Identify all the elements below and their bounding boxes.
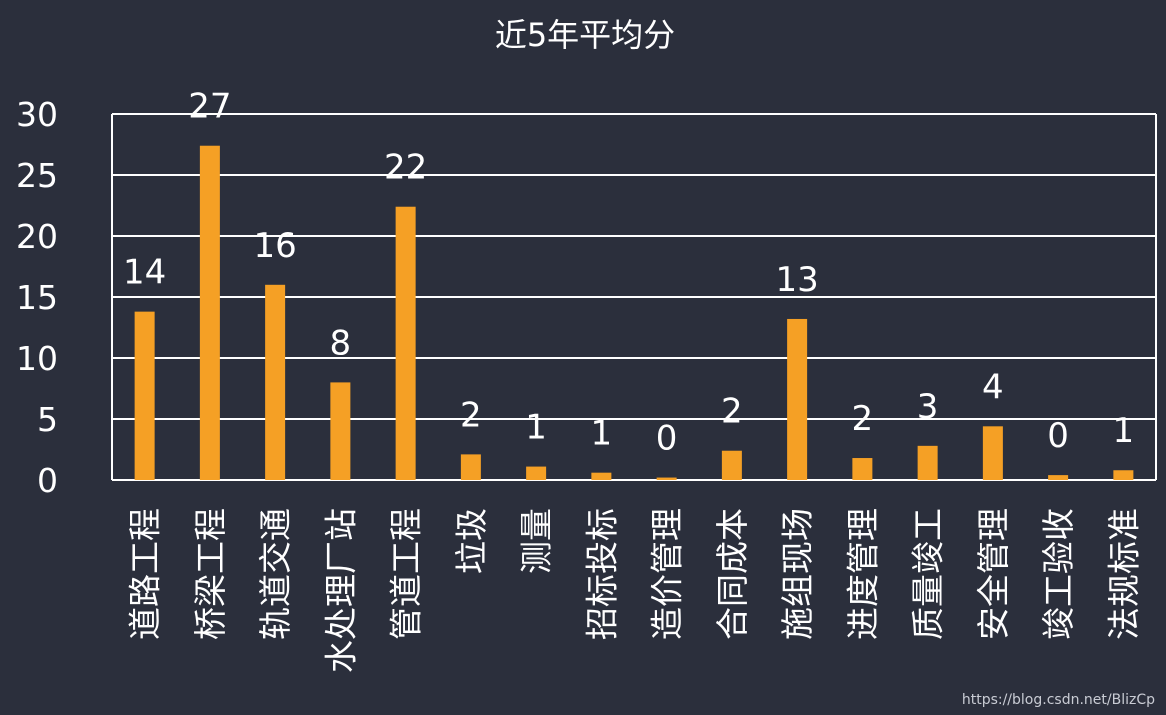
data-label: 8 xyxy=(330,323,352,363)
y-tick-label: 0 xyxy=(37,461,58,500)
x-category-label: 进度管理 xyxy=(843,508,882,640)
x-category-label: 安全管理 xyxy=(974,508,1013,640)
y-tick-label: 5 xyxy=(37,400,58,439)
y-axis-ticks: 0 5 10 15 20 25 30 xyxy=(16,95,58,500)
y-tick-label: 25 xyxy=(16,156,58,195)
x-category-label: 质量竣工 xyxy=(909,508,948,640)
data-label: 2 xyxy=(852,399,874,439)
x-category-label: 竣工验收 xyxy=(1039,508,1078,640)
x-category-label: 垃圾 xyxy=(452,508,491,574)
x-category-label: 道路工程 xyxy=(126,508,165,640)
bar xyxy=(787,318,808,480)
bar xyxy=(852,458,873,480)
watermark: https://blog.csdn.net/BlizCp xyxy=(962,692,1155,708)
data-label: 13 xyxy=(775,260,818,300)
bar xyxy=(199,145,220,480)
data-label: 0 xyxy=(1047,416,1069,456)
x-category-label: 法规标准 xyxy=(1104,508,1143,640)
data-label: 2 xyxy=(721,392,743,432)
bar xyxy=(395,206,416,480)
x-category-label: 水处理厂站 xyxy=(321,508,360,673)
bars xyxy=(134,145,1134,480)
chart-title: 近5年平均分 xyxy=(495,16,675,54)
x-category-label: 施组现场 xyxy=(778,508,817,640)
data-label: 1 xyxy=(1113,411,1135,451)
x-category-label: 合同成本 xyxy=(713,508,752,640)
data-label: 27 xyxy=(188,87,231,127)
data-label: 2 xyxy=(460,395,482,435)
y-tick-label: 30 xyxy=(16,95,58,134)
bar xyxy=(265,284,286,480)
bar xyxy=(656,477,677,480)
grid-layer xyxy=(111,113,1157,481)
x-category-label: 管道工程 xyxy=(387,508,426,640)
bar xyxy=(721,450,742,480)
bar xyxy=(460,454,481,480)
x-category-label: 造价管理 xyxy=(648,508,687,640)
data-label: 14 xyxy=(123,253,166,293)
data-label: 22 xyxy=(384,148,427,188)
bar xyxy=(1048,475,1069,480)
y-tick-label: 10 xyxy=(16,339,58,378)
bar xyxy=(591,472,612,480)
bar xyxy=(330,382,351,480)
data-label: 16 xyxy=(253,226,296,266)
data-label: 1 xyxy=(591,414,613,454)
data-label: 4 xyxy=(982,367,1004,407)
y-tick-label: 20 xyxy=(16,217,58,256)
data-label: 0 xyxy=(656,419,678,459)
data-label: 3 xyxy=(917,387,939,427)
data-label: 1 xyxy=(525,408,547,448)
bar xyxy=(1113,470,1134,480)
bar xyxy=(134,311,155,480)
category-labels: 道路工程 桥梁工程 轨道交通 水处理厂站 管道工程 垃圾 测量 招标投标 造价管理 合同成本 施组现… xyxy=(126,508,1144,673)
bar xyxy=(917,445,938,480)
x-category-label: 桥梁工程 xyxy=(191,508,230,640)
x-category-label: 测量 xyxy=(517,508,556,574)
bar xyxy=(982,426,1003,480)
bar xyxy=(526,466,547,480)
x-category-label: 招标投标 xyxy=(582,508,621,640)
x-category-label: 轨道交通 xyxy=(256,508,295,640)
y-tick-label: 15 xyxy=(16,278,58,317)
